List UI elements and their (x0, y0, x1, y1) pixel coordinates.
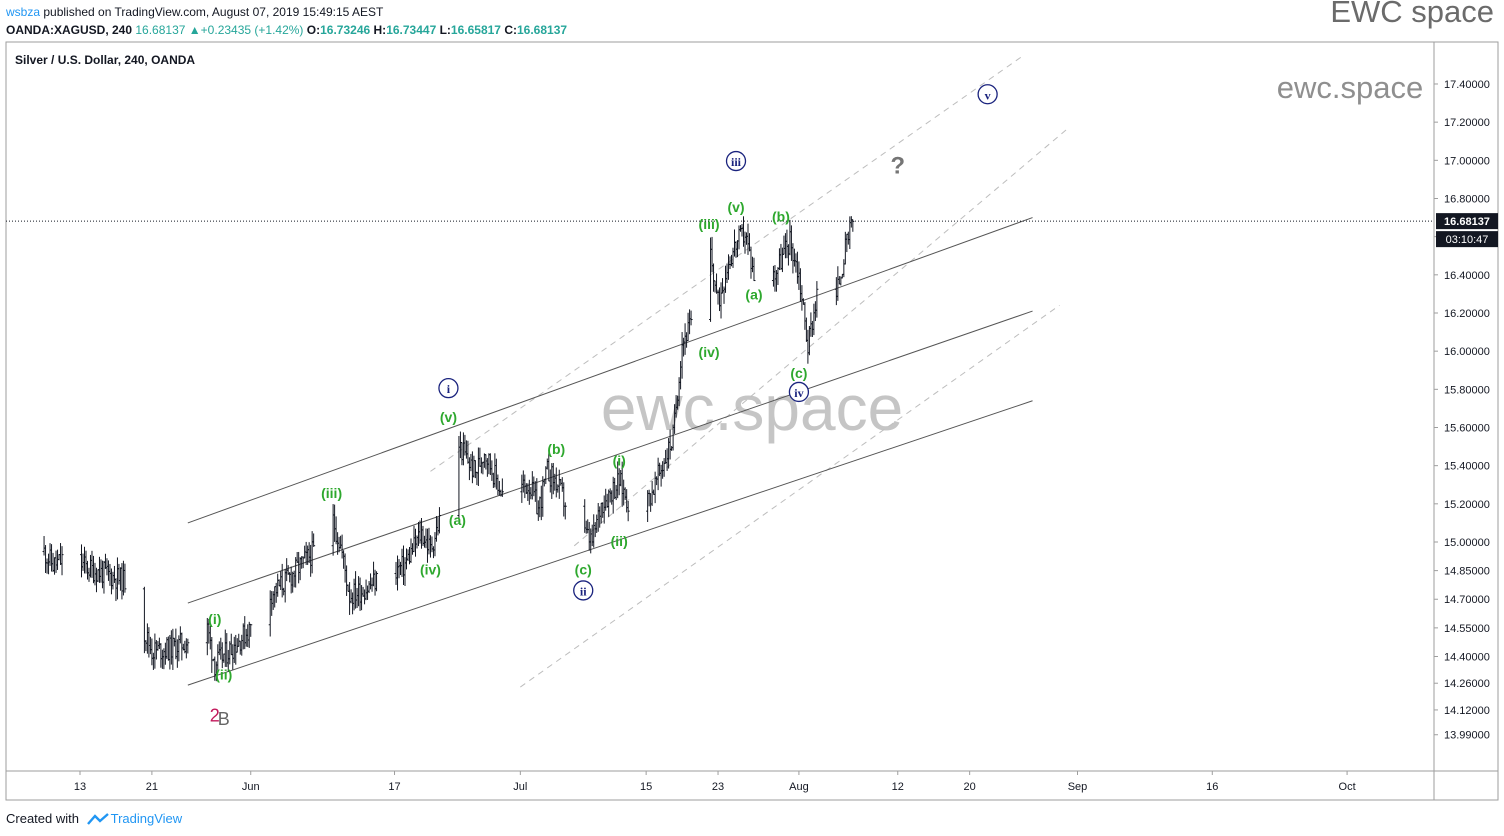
wave-circle-label: v (985, 88, 991, 102)
wave-circle (438, 377, 459, 399)
wave-label: (iii) (321, 485, 342, 501)
wave-circle-label: iii (731, 155, 742, 169)
wave-circle-label: ii (580, 584, 587, 598)
dashed-trend-line (573, 127, 1069, 547)
countdown-tag (1436, 231, 1498, 248)
chart-border (5, 41, 1499, 801)
wave-label: (iv) (420, 561, 441, 577)
y-tick-label: 15.80000 (1444, 384, 1490, 396)
wave-label: (iii) (699, 216, 720, 232)
wave-label: (b) (772, 208, 790, 224)
wave-label: (b) (547, 441, 565, 457)
x-tick-label: 13 (74, 781, 86, 793)
y-tick-label: 16.20000 (1444, 308, 1490, 320)
wave-label: (ii) (611, 533, 628, 549)
y-tick-label: 14.12000 (1444, 705, 1490, 717)
wave-label: (a) (449, 512, 466, 528)
author-link[interactable]: wsbza (6, 5, 41, 19)
price-change: +0.23435 (+1.42%) (200, 23, 304, 37)
last-price: 16.68137 (135, 23, 186, 37)
wave-circle (725, 150, 747, 172)
degree-label: 2 (210, 705, 220, 725)
y-tick-label: 16.00000 (1444, 346, 1490, 358)
last-price-tag-text: 16.68137 (1444, 216, 1490, 228)
y-tick-label: 14.26000 (1444, 678, 1490, 690)
wave-circle (788, 381, 810, 403)
y-tick-label: 14.70000 (1444, 594, 1490, 606)
y-tick-label: 14.40000 (1444, 651, 1490, 663)
channel-line (187, 310, 1033, 604)
wave-label: (iv) (699, 344, 720, 360)
close-label: C: (504, 23, 517, 37)
tradingview-logo-icon (86, 813, 109, 825)
open-value: 16.73246 (320, 23, 371, 37)
x-tick-label: Jun (242, 781, 260, 793)
degree-label: B (218, 709, 230, 729)
y-tick-label: 15.40000 (1444, 461, 1490, 473)
x-tick-label: Oct (1339, 781, 1356, 793)
x-tick-label: 21 (146, 781, 158, 793)
last-price-tag (1436, 213, 1498, 230)
x-tick-label: Jul (513, 781, 527, 793)
wave-label: (i) (208, 611, 221, 627)
y-tick-label: 17.20000 (1444, 117, 1490, 129)
publish-info: wsbza published on TradingView.com, Augu… (6, 5, 383, 19)
wave-label: (v) (727, 199, 744, 215)
wave-label: (ii) (215, 666, 232, 682)
wave-circle-label: iv (794, 386, 803, 400)
wave-label: (c) (575, 561, 592, 577)
wave-circle-label: i (447, 382, 451, 396)
created-with-label: Created with (6, 811, 79, 826)
x-tick-label: 23 (712, 781, 724, 793)
ohlc-legend: OANDA:XAGUSD, 240 16.68137 ▲+0.23435 (+1… (6, 23, 567, 37)
y-tick-label: 16.40000 (1444, 270, 1490, 282)
y-tick-label: 16.80000 (1444, 193, 1490, 205)
y-tick-label: 14.55000 (1444, 623, 1490, 635)
y-tick-label: 17.00000 (1444, 155, 1490, 167)
y-tick-label: 13.99000 (1444, 730, 1490, 742)
symbol-title: Silver / U.S. Dollar, 240, OANDA (15, 53, 196, 67)
wave-circle (977, 84, 998, 105)
wave-circle (573, 580, 594, 601)
up-arrow-icon: ▲ (188, 23, 201, 37)
x-tick-label: 17 (388, 781, 400, 793)
x-tick-label: 12 (892, 781, 904, 793)
x-tick-label: 16 (1206, 781, 1218, 793)
y-tick-label: 15.20000 (1444, 499, 1490, 511)
open-label: O: (306, 23, 321, 37)
watermark-small: ewc.space (1277, 70, 1423, 105)
question-mark: ? (890, 153, 905, 180)
dashed-trend-line (520, 304, 1060, 688)
publish-text: published on TradingView.com, August 07,… (40, 5, 384, 19)
y-tick-label: 15.60000 (1444, 422, 1490, 434)
close-value: 16.68137 (517, 23, 568, 37)
x-tick-label: Sep (1068, 781, 1088, 793)
y-tick-label: 17.40000 (1444, 79, 1490, 91)
footer: Created with TradingView (6, 811, 182, 826)
y-tick-label: 14.85000 (1444, 566, 1490, 578)
wave-label: (v) (440, 409, 457, 425)
y-tick-label: 15.00000 (1444, 537, 1490, 549)
wave-label: (c) (790, 365, 807, 381)
low-label: L: (439, 23, 451, 37)
tradingview-link[interactable]: TradingView (110, 811, 183, 826)
x-tick-label: 20 (964, 781, 976, 793)
wave-label: (i) (613, 453, 626, 469)
x-tick-label: 15 (640, 781, 652, 793)
brand-title: EWC space (1330, 0, 1494, 29)
symbol-interval: OANDA:XAGUSD, 240 (6, 23, 133, 37)
channel-line (187, 217, 1033, 524)
price-bars (42, 216, 855, 682)
low-value: 16.65817 (450, 23, 501, 37)
wave-label: (a) (745, 287, 762, 303)
x-tick-label: Aug (789, 781, 809, 793)
high-label: H: (373, 23, 387, 37)
countdown-tag-text: 03:10:47 (1446, 234, 1489, 246)
high-value: 16.73447 (386, 23, 437, 37)
channel-line (187, 400, 1033, 686)
